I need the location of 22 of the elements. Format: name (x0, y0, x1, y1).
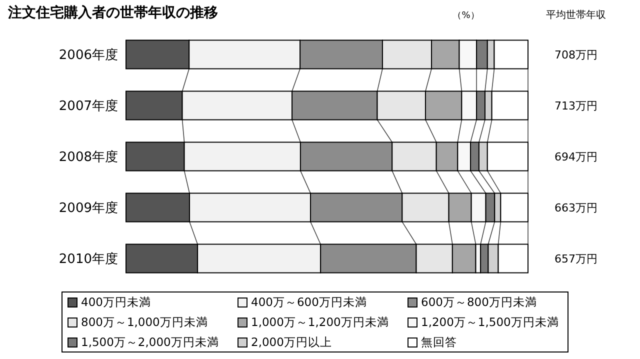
legend-label: 600万～800万円未満 (421, 295, 537, 310)
text: 657万円 (554, 252, 598, 266)
legend-label: 400万～600万円未満 (251, 295, 367, 310)
legend-label: 2,000万円以上 (251, 335, 332, 350)
text: 663万円 (554, 201, 598, 214)
y-tick-label: 2010年度 (58, 251, 118, 268)
text: 713万円 (554, 99, 598, 112)
text: 708万円 (554, 48, 598, 62)
y-tick-label: 2007年度 (58, 98, 118, 114)
text: 694万円 (554, 150, 598, 164)
legend-label: 1,200万～1,500万円未満 (421, 315, 559, 330)
y-tick-label: 2009年度 (58, 200, 118, 216)
y-tick-label: 2008年度 (58, 149, 118, 166)
text: （%） (452, 11, 480, 21)
chart-title: 注文住宅購入者の世帯年収の推移 (7, 4, 218, 21)
legend-label: 800万～1,000万円未満 (81, 315, 208, 330)
y-tick-label: 2006年度 (58, 47, 118, 64)
legend-label: 無回答 (421, 335, 457, 350)
legend-label: 1,000万～1,200万円未満 (251, 315, 389, 330)
text: 平均世帯年収 (546, 9, 606, 21)
legend-label: 1,500万～2,000万円未満 (81, 335, 219, 350)
legend-label: 400万円未満 (81, 295, 151, 310)
